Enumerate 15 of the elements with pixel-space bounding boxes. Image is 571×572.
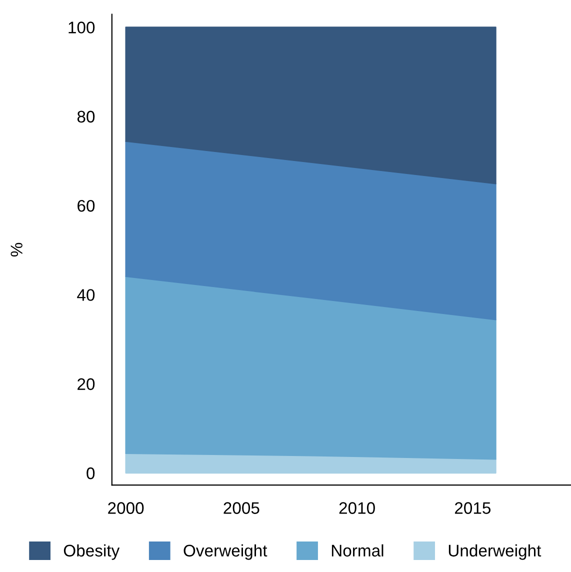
x-tick-label: 2015	[454, 502, 491, 514]
legend-label: Overweight	[184, 544, 268, 560]
y-tick-label: 60	[78, 200, 95, 212]
x-tick-label: 2000	[108, 502, 144, 514]
y-tick-label: 20	[78, 378, 95, 390]
legend-label: Normal	[332, 544, 384, 557]
y-tick-label: 0	[86, 467, 95, 480]
legend-label: Underweight	[448, 544, 542, 560]
x-tick-label: 2005	[224, 502, 260, 514]
x-tick-label: 2010	[339, 502, 375, 514]
y-tick-label: 40	[77, 289, 95, 301]
legend-label: Obesity	[64, 544, 120, 560]
y-tick-label: 80	[77, 110, 95, 123]
y-axis-title: %	[10, 242, 22, 256]
y-tick-label: 100	[68, 22, 95, 34]
